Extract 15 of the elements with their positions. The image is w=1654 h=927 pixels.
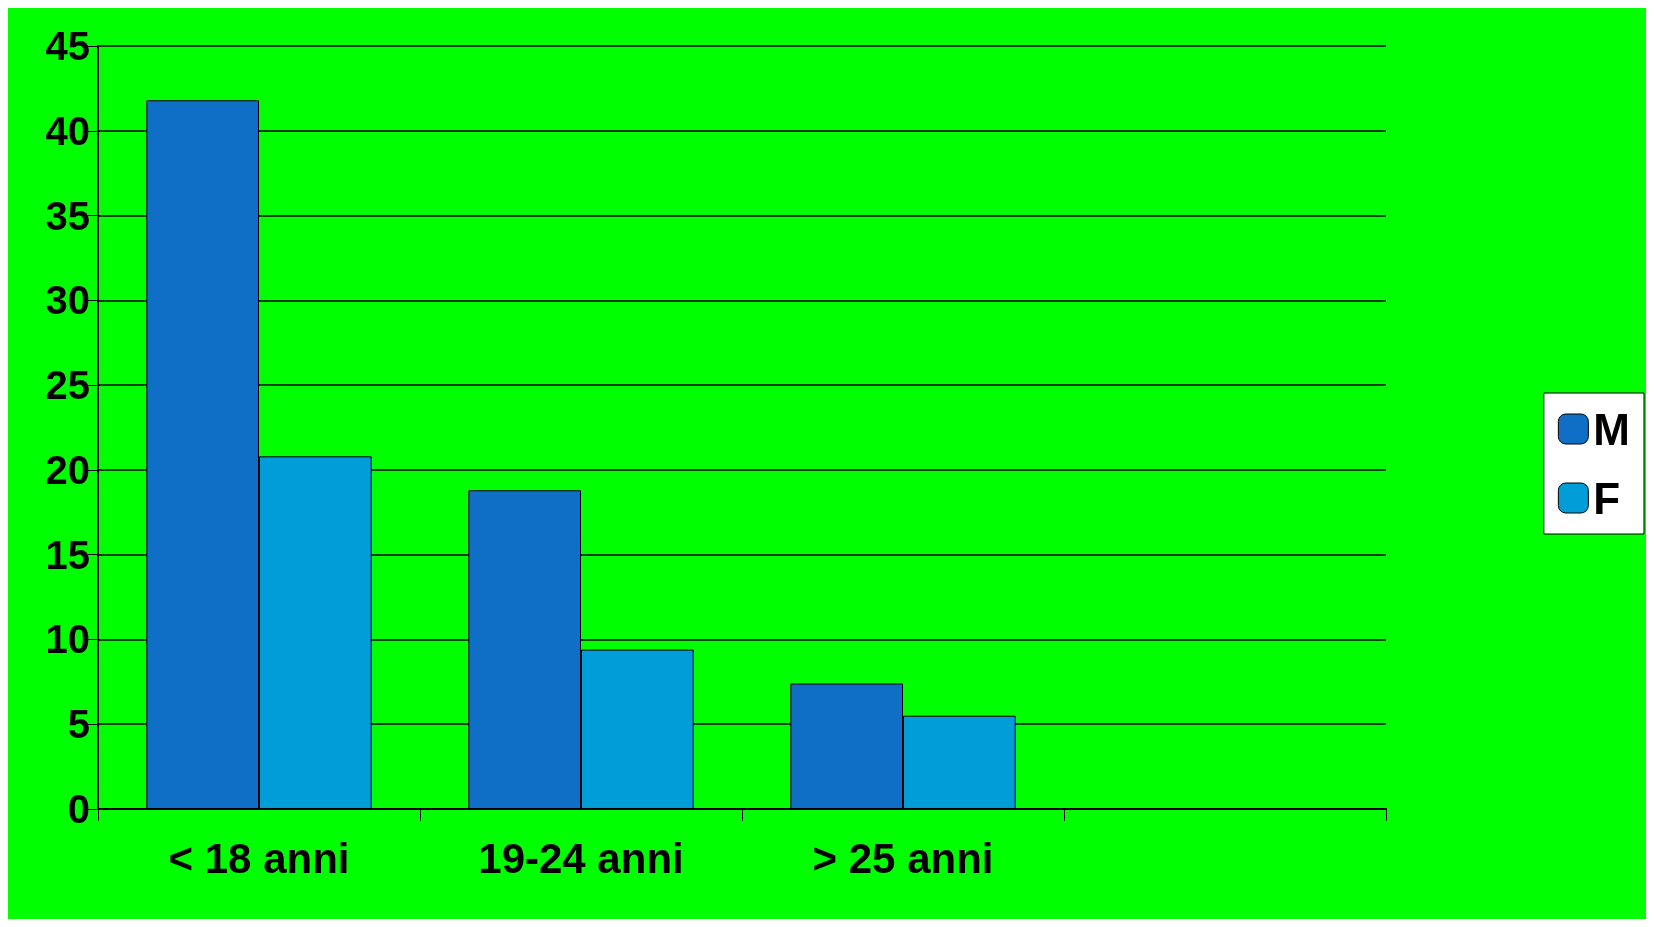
y-tick-label: 15	[45, 532, 90, 577]
y-tick-label: 30	[45, 278, 90, 323]
y-tick-label: 20	[45, 447, 90, 492]
y-tick-label: 45	[45, 24, 90, 68]
x-tick-label: > 25 anni	[812, 834, 994, 882]
legend-label: F	[1593, 473, 1621, 523]
y-tick-label: 0	[67, 787, 90, 831]
x-tick-label: < 18 anni	[168, 834, 350, 882]
y-tick-label: 10	[45, 617, 90, 662]
legend-label: M	[1593, 404, 1630, 454]
y-tick-label: 25	[45, 363, 90, 408]
y-tick-label: 5	[67, 702, 90, 747]
y-tick-label: 35	[45, 193, 90, 238]
x-tick-label: 19-24 anni	[478, 834, 684, 882]
y-tick-label: 40	[45, 108, 90, 153]
